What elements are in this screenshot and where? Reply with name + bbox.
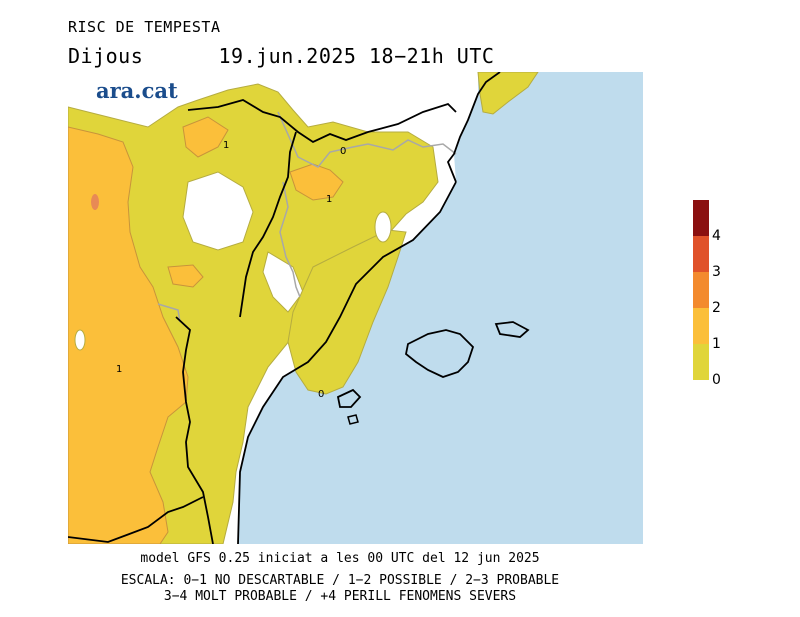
legend-label-2: 2 [712,300,721,316]
scale-legend-line-1: ESCALA: 0−1 NO DESCARTABLE / 1−2 POSSIBL… [120,573,560,588]
regional-border [279,181,301,298]
coastline [237,181,457,544]
model-info: model GFS 0.25 iniciat a les 00 UTC del … [140,551,540,566]
chart-title: RISC DE TEMPESTA [68,18,221,36]
forecast-date: 19.jun.2025 [218,44,357,68]
contour-label: 1 [116,364,122,375]
island-ibiza [336,388,362,408]
no-risk-area [74,329,86,351]
risk-zone-1-2 [182,116,229,158]
national-border [239,131,297,318]
island-formentera [347,414,359,425]
scale-legend-line-2: 3−4 MOLT PROBABLE / +4 PERILL FENOMENS S… [163,589,517,604]
risk-zone-1-2 [289,163,344,201]
sea-area [238,72,643,544]
risk-zone-1-2 [167,264,204,288]
risk-legend [693,200,709,380]
risk-zone-0-1 [287,229,407,395]
regional-border [157,303,181,323]
forecast-time: 18−21h UTC [369,44,495,68]
regional-border [277,111,457,168]
contour-label: 1 [326,194,332,205]
island-menorca [494,321,530,338]
legend-label-0: 0 [712,372,721,388]
legend-label-4: 4 [712,228,721,244]
contour-label: 0 [340,146,346,157]
legend-swatch-1 [693,308,709,344]
contour-label: 0 [318,389,324,400]
chart-subtitle: Dijous 19.jun.2025 18−21h UTC [68,44,494,68]
risk-zone-1-2 [68,126,189,544]
no-risk-area [374,211,392,243]
ara-cat-logo: ara.cat [96,78,178,103]
legend-swatch-3 [693,236,709,272]
forecast-day: Dijous [68,44,144,68]
contour-label: 1 [223,140,229,151]
storm-risk-map: 1 0 1 0 1 [68,72,643,544]
no-risk-area [182,171,254,251]
legend-label-1: 1 [712,336,721,352]
no-risk-area [262,251,304,313]
island-mallorca [405,329,475,378]
national-border [68,496,204,543]
national-border [175,316,214,544]
legend-swatch-0 [693,344,709,380]
coastline [446,72,501,183]
risk-zone-2-3 [91,194,99,210]
risk-zone-0-1 [477,72,539,115]
legend-swatch-2 [693,272,709,308]
national-border [187,99,457,144]
legend-swatch-4 [693,200,709,236]
legend-label-3: 3 [712,264,721,280]
